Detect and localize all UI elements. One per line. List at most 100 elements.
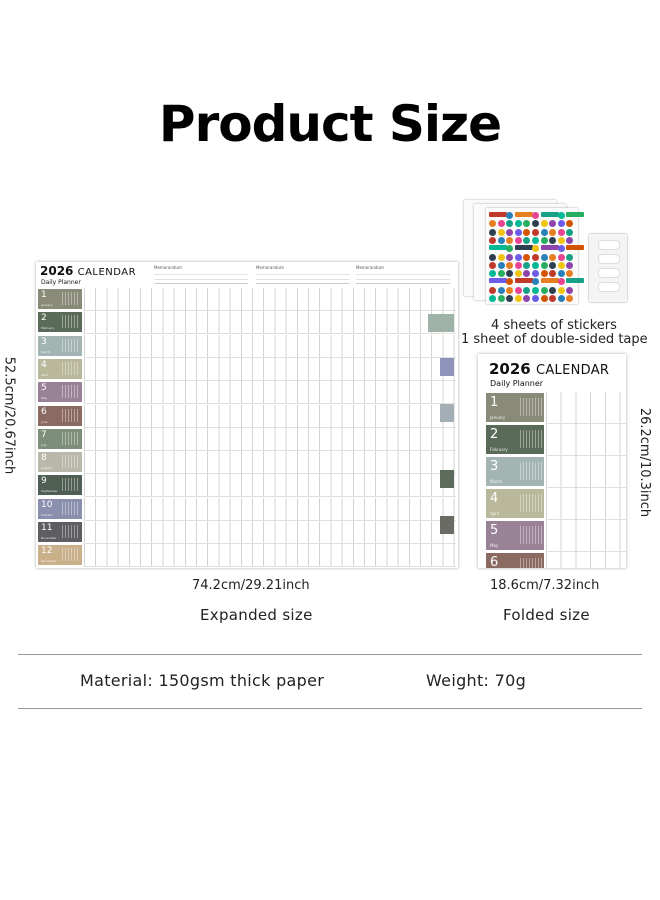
sticker	[566, 261, 574, 269]
sticker	[514, 220, 522, 228]
stickers-caption: 4 sheets of stickers	[491, 318, 617, 333]
sticker	[532, 220, 539, 228]
sticker	[557, 270, 565, 278]
month-tab: 5 May	[38, 382, 82, 403]
memo-label: Memorandum	[154, 265, 182, 270]
sticker	[540, 212, 559, 217]
month-name: August	[41, 466, 52, 471]
sticker	[506, 212, 514, 219]
month-name: April	[41, 372, 48, 377]
day-grid	[84, 427, 456, 451]
month-tab: 12 December	[38, 545, 82, 566]
month-row: 2 February	[486, 424, 626, 456]
double-sided-tape-sheet	[589, 234, 627, 302]
sticker	[540, 278, 559, 284]
month-row: 11 November	[38, 521, 456, 544]
month-row: 1 January	[486, 392, 626, 424]
month-name: May	[41, 396, 48, 401]
month-name: April	[490, 511, 500, 516]
divider	[18, 654, 642, 655]
sticker	[489, 236, 496, 244]
sticker	[514, 278, 533, 284]
month-number: 6	[41, 406, 47, 417]
sticker	[514, 212, 533, 217]
sticker	[497, 261, 505, 269]
memo-box: Memorandum	[256, 265, 350, 284]
day-grid	[84, 381, 456, 405]
sticker	[557, 295, 565, 302]
expanded-height-label: 52.5cm/20.67inch	[1, 356, 17, 475]
month-tab: 8 August	[38, 452, 82, 473]
month-row: 8 August	[38, 451, 456, 475]
calendar-year: 2026	[40, 264, 74, 278]
month-number: 6	[490, 555, 499, 568]
sticker	[566, 220, 574, 228]
month-number: 5	[490, 523, 499, 538]
sticker	[557, 278, 565, 286]
month-name: October	[41, 512, 54, 517]
sticker	[557, 261, 565, 269]
sticker	[540, 236, 548, 244]
expanded-width-label: 74.2cm/29.21inch	[192, 578, 310, 593]
sticker	[532, 212, 539, 219]
sticker	[514, 236, 522, 244]
calendar-heading: 2026 CALENDAR	[40, 264, 136, 278]
sticker	[506, 220, 514, 228]
sticky-note	[440, 358, 454, 376]
sticker	[549, 228, 557, 236]
sticker	[540, 270, 548, 278]
sticker	[566, 253, 574, 261]
sticker	[549, 236, 557, 244]
sticker	[540, 228, 548, 236]
tape-caption: 1 sheet of double-sided tape	[461, 332, 648, 347]
sticker	[540, 261, 548, 269]
sticker	[523, 295, 531, 302]
sticker	[497, 253, 505, 261]
month-row: 5 May	[486, 520, 626, 552]
sticker	[497, 236, 505, 244]
month-row: 1 January	[38, 288, 456, 311]
sticky-note	[440, 470, 454, 488]
weight-spec: Weight: 70g	[426, 671, 527, 690]
sticker	[514, 261, 522, 269]
month-row: 9 September	[38, 474, 456, 498]
memo-box: Memorandum	[356, 265, 450, 284]
month-number: 4	[490, 491, 499, 506]
sticker	[557, 236, 565, 244]
sticker	[549, 286, 557, 294]
sticker	[549, 261, 557, 269]
month-number: 1	[41, 290, 47, 300]
sticker	[514, 286, 522, 294]
sticker	[540, 253, 548, 261]
sticker	[549, 295, 557, 302]
day-grid	[546, 520, 626, 552]
folded-calendar: 2026 CALENDAR Daily Planner 1 January 2 Feb…	[478, 354, 626, 568]
calendar-subheading: Daily Planner	[490, 379, 544, 388]
month-row: 12 December	[38, 544, 456, 568]
sticker	[489, 261, 496, 269]
sticky-note	[428, 314, 454, 332]
sticker	[540, 295, 548, 302]
month-name: January	[41, 303, 53, 307]
sticker	[489, 228, 496, 236]
sticker	[566, 236, 574, 244]
day-grid	[546, 552, 626, 568]
month-name: January	[490, 415, 506, 420]
calendar-title: CALENDAR	[535, 363, 610, 378]
sticker	[506, 261, 514, 269]
month-number: 2	[41, 313, 47, 324]
month-row: 4 April	[38, 357, 456, 381]
sticker	[489, 270, 496, 278]
sticker	[523, 261, 531, 269]
sticker	[540, 245, 559, 251]
day-grid	[84, 451, 456, 475]
day-grid	[84, 288, 456, 311]
day-grid	[546, 488, 626, 520]
expanded-size-caption: Expanded size	[200, 606, 313, 624]
sticker	[523, 236, 531, 244]
month-number: 8	[41, 453, 47, 464]
folded-width-label: 18.6cm/7.32inch	[490, 578, 600, 593]
